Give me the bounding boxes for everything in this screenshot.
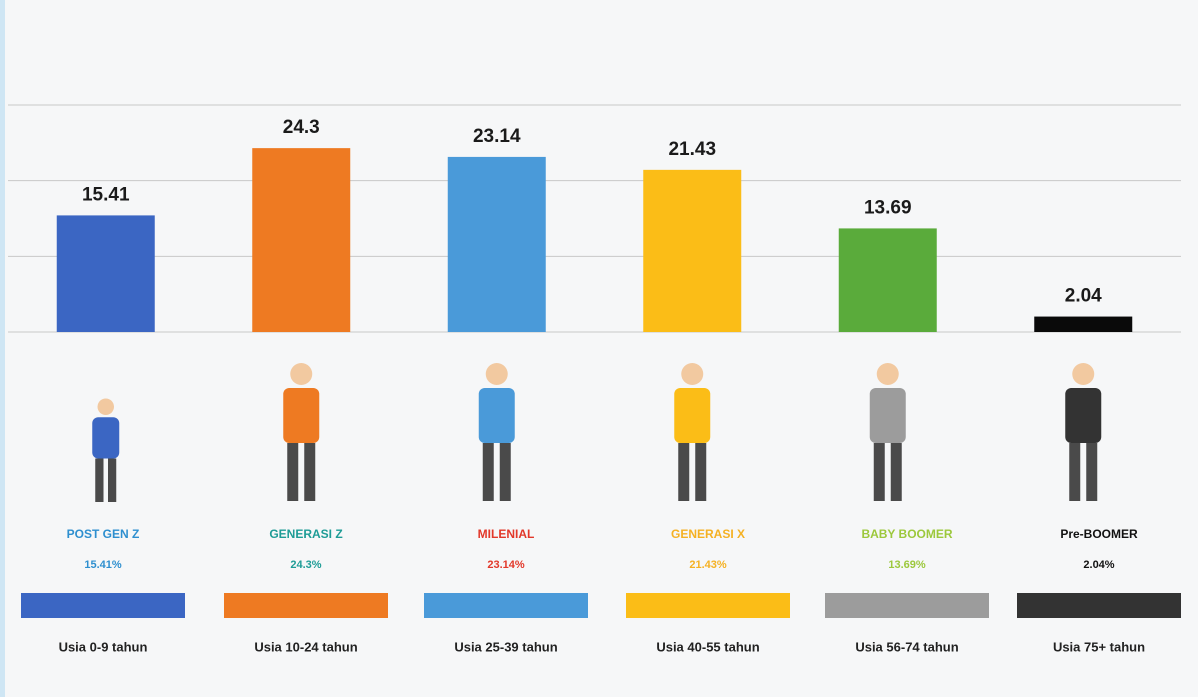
legend-bar <box>224 593 388 618</box>
bar <box>252 148 351 332</box>
person-part <box>1069 443 1081 501</box>
person-part <box>1086 443 1098 501</box>
legend-bar <box>1017 593 1181 618</box>
person-icon <box>674 363 711 501</box>
generation-name: Pre-BOOMER <box>1060 527 1138 541</box>
age-label: Usia 10-24 tahun <box>254 639 357 654</box>
person-part <box>287 443 299 501</box>
person-part <box>482 443 494 501</box>
generation-name: GENERASI Z <box>269 527 342 541</box>
person-part <box>678 443 690 501</box>
person-icon <box>1065 363 1102 501</box>
person-part <box>674 388 711 443</box>
legend-bar <box>825 593 989 618</box>
person-part <box>681 363 704 385</box>
person-part <box>876 363 899 385</box>
generation-share: 13.69% <box>888 559 926 571</box>
person-part <box>97 398 114 415</box>
person-icon <box>478 363 515 501</box>
bar <box>447 156 546 332</box>
person-part <box>695 443 707 501</box>
person-icon <box>869 363 906 501</box>
generation-name: BABY BOOMER <box>861 527 952 541</box>
person-part <box>873 443 885 501</box>
age-label: Usia 56-74 tahun <box>855 639 958 654</box>
age-label: Usia 75+ tahun <box>1053 639 1145 654</box>
person-part <box>869 388 906 443</box>
generation-name: MILENIAL <box>478 527 535 541</box>
left-edge <box>0 0 5 697</box>
generation-share: 15.41% <box>84 559 122 571</box>
person-icon <box>283 363 320 501</box>
person-part <box>304 443 316 501</box>
age-label: Usia 25-39 tahun <box>454 639 557 654</box>
person-part <box>485 363 508 385</box>
person-part <box>478 388 515 443</box>
age-label: Usia 0-9 tahun <box>59 639 148 654</box>
person-icon <box>92 398 120 502</box>
legend-bar <box>21 593 185 618</box>
bar <box>838 228 937 332</box>
person-part <box>92 417 120 459</box>
generation-share: 2.04% <box>1083 559 1114 571</box>
generation-name: GENERASI X <box>671 527 745 541</box>
legend-bar <box>424 593 588 618</box>
person-part <box>890 443 902 501</box>
person-part <box>1072 363 1095 385</box>
bar <box>1034 316 1133 332</box>
generation-name: POST GEN Z <box>67 527 140 541</box>
value-label: 13.69 <box>864 197 912 218</box>
value-label: 21.43 <box>668 139 716 160</box>
value-label: 2.04 <box>1065 286 1102 307</box>
person-part <box>499 443 511 501</box>
person-part <box>283 388 320 443</box>
value-label: 24.3 <box>283 117 320 138</box>
person-part <box>290 363 313 385</box>
value-label: 15.41 <box>82 184 130 205</box>
generation-share: 23.14% <box>487 559 525 571</box>
legend-bar <box>626 593 790 618</box>
bar <box>643 169 742 332</box>
age-label: Usia 40-55 tahun <box>656 639 759 654</box>
person-part <box>108 458 117 502</box>
generation-share: 24.3% <box>290 559 321 571</box>
value-label: 23.14 <box>473 126 521 147</box>
person-part <box>95 458 104 502</box>
person-part <box>1065 388 1102 443</box>
generation-share: 21.43% <box>689 559 727 571</box>
bar <box>56 215 155 332</box>
